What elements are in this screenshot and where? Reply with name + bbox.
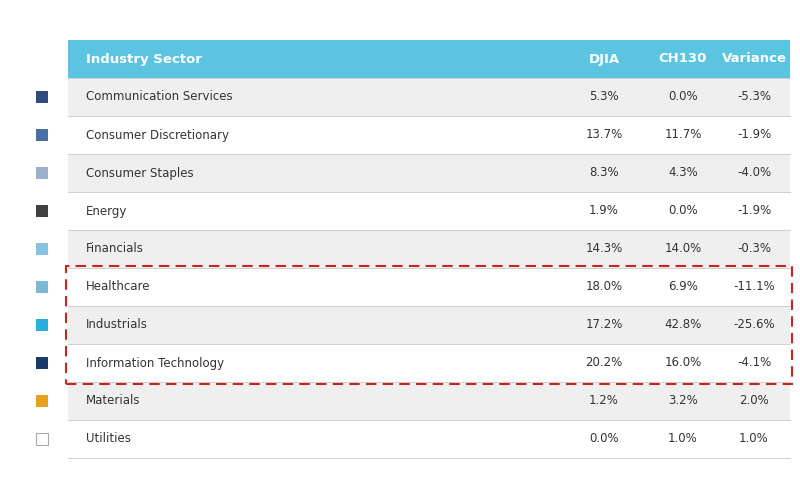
Text: 13.7%: 13.7% [586,128,622,141]
Text: Variance: Variance [722,52,786,66]
Text: 17.2%: 17.2% [586,318,622,332]
Bar [68,40,790,78]
Text: 1.9%: 1.9% [589,204,619,218]
Bar [68,420,790,458]
Text: 14.3%: 14.3% [586,242,622,256]
Text: Communication Services: Communication Services [86,90,233,104]
Text: 1.2%: 1.2% [589,394,619,407]
Text: Healthcare: Healthcare [86,280,150,293]
Bar [68,230,790,268]
Bar [68,116,790,154]
Text: Financials: Financials [86,242,144,256]
Bar [68,344,790,382]
Bar [36,281,48,293]
Bar [36,243,48,255]
Bar [36,395,48,407]
Text: -1.9%: -1.9% [737,128,771,141]
Bar [68,382,790,420]
Text: -1.9%: -1.9% [737,204,771,218]
Bar [68,268,790,306]
Bar [36,357,48,369]
Text: 2.0%: 2.0% [739,394,769,407]
Text: Utilities: Utilities [86,432,131,446]
Text: 4.3%: 4.3% [668,166,698,179]
Text: 20.2%: 20.2% [586,356,622,370]
Text: 0.0%: 0.0% [668,204,698,218]
Text: Industrials: Industrials [86,318,148,332]
Bar [66,266,792,384]
Bar [36,167,48,179]
Text: 11.7%: 11.7% [664,128,702,141]
Text: -4.1%: -4.1% [737,356,771,370]
Text: 1.0%: 1.0% [739,432,769,446]
Text: 3.2%: 3.2% [668,394,698,407]
Text: Industry Sector: Industry Sector [86,52,202,66]
Bar [68,154,790,192]
Bar [68,306,790,344]
Text: Information Technology: Information Technology [86,356,224,370]
Text: Consumer Staples: Consumer Staples [86,166,194,179]
Text: Energy: Energy [86,204,127,218]
Bar [36,129,48,141]
Text: -0.3%: -0.3% [737,242,771,256]
Text: 42.8%: 42.8% [664,318,702,332]
Bar [68,192,790,230]
Text: -11.1%: -11.1% [733,280,775,293]
Text: 0.0%: 0.0% [589,432,619,446]
Bar [36,91,48,103]
Text: 8.3%: 8.3% [589,166,619,179]
Text: 6.9%: 6.9% [668,280,698,293]
Bar [36,319,48,331]
Bar [36,205,48,217]
Text: Consumer Discretionary: Consumer Discretionary [86,128,229,141]
Text: -5.3%: -5.3% [737,90,771,104]
Text: CH130: CH130 [659,52,707,66]
Text: 14.0%: 14.0% [664,242,702,256]
Text: -4.0%: -4.0% [737,166,771,179]
Text: -25.6%: -25.6% [733,318,775,332]
Text: 0.0%: 0.0% [668,90,698,104]
Text: DJIA: DJIA [589,52,619,66]
Text: 5.3%: 5.3% [589,90,619,104]
Text: 18.0%: 18.0% [586,280,622,293]
Text: 1.0%: 1.0% [668,432,698,446]
Text: 16.0%: 16.0% [664,356,702,370]
Bar [68,78,790,116]
Text: Materials: Materials [86,394,141,407]
Bar [36,433,48,445]
